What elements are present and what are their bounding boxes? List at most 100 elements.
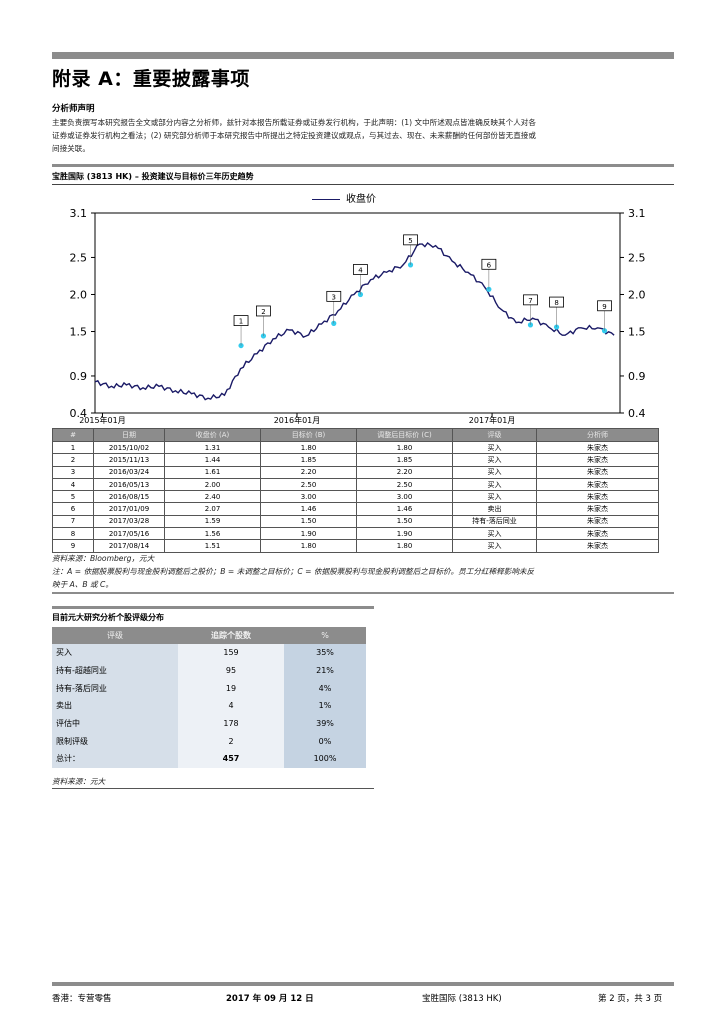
col-header: # — [52, 428, 94, 442]
table-cell: 35% — [284, 644, 366, 662]
distribution-rule — [52, 788, 374, 789]
rating-marker-label: 6 — [487, 261, 492, 269]
table-cell: 2017/03/28 — [93, 514, 165, 529]
table-cell: 2017/05/16 — [93, 527, 165, 541]
y-tick-label-right: 2.0 — [628, 288, 646, 301]
x-tick-label: 2017年01月 — [469, 415, 516, 425]
rating-distribution-table: 评级 追踪个股数 % 买入 159 35% 持有-超越同业 95 21% 持有-落后同业 19… — [52, 627, 366, 768]
table-row: 5 2016/08/15 2.40 3.00 3.00 买入 朱家杰 — [52, 490, 659, 504]
table-cell: 买入 — [452, 539, 537, 553]
table-cell: 1.80 — [356, 440, 453, 455]
table-cell: 评估中 — [52, 714, 178, 733]
table-cell: 限制评级 — [52, 732, 178, 751]
table-cell: 朱家杰 — [536, 453, 659, 467]
table-cell: 朱家杰 — [536, 440, 659, 455]
rating-marker-box — [326, 290, 342, 302]
table-cell: 朱家杰 — [536, 527, 659, 541]
table-cell: 1.56 — [164, 527, 261, 541]
total-row: 总计： 457 100% — [52, 750, 366, 768]
table-cell: 1.61 — [164, 465, 261, 479]
table-cell: 2 — [178, 732, 284, 751]
rating-marker-label: 2 — [261, 308, 265, 316]
table-cell: 4 — [52, 477, 94, 492]
table-cell: 2 — [52, 453, 94, 467]
y-tick-label-right: 1.5 — [628, 326, 646, 339]
table-row: 8 2017/05/16 1.56 1.90 1.90 买入 朱家杰 — [52, 527, 659, 541]
table-cell: 朱家杰 — [536, 502, 659, 516]
table-cell: 1.51 — [164, 539, 261, 553]
table-row: 卖出 4 1% — [52, 697, 366, 715]
table-row: 评估中 178 39% — [52, 714, 366, 733]
rating-marker-label: 3 — [332, 293, 336, 301]
rating-marker-box — [481, 258, 497, 270]
table-cell: 21% — [284, 661, 366, 680]
table-cell: 1.46 — [260, 502, 357, 516]
table-row: 持有-超越同业 95 21% — [52, 661, 366, 680]
table-row: 买入 159 35% — [52, 644, 366, 662]
col-header: 追踪个股数 — [178, 627, 284, 644]
footer-company: 宝胜国际 (3813 HK) — [422, 994, 502, 1004]
table-cell: 2017/08/14 — [93, 539, 165, 553]
table-cell: 2016/05/13 — [93, 477, 165, 492]
table-row: 1 2015/10/02 1.31 1.80 1.80 买入 朱家杰 — [52, 440, 659, 455]
y-tick-label-left: 2.5 — [70, 251, 88, 264]
y-tick-label-right: 0.9 — [628, 370, 646, 383]
price-chart: 3.1 3.12.5 2.52.0 2.01.5 1.50.9 0.90.4 0.42015… — [70, 207, 646, 425]
table-row: 4 2016/05/13 2.00 2.50 2.50 买入 朱家杰 — [52, 477, 659, 492]
table-cell: 2016/03/24 — [93, 465, 165, 479]
table-cell: 总计： — [52, 750, 178, 768]
table-cell: 朱家杰 — [536, 477, 659, 492]
table-header-row: # 日期 收盘价 (A) 目标价 (B) 调整后目标价 (C) 评级 分析师 — [52, 428, 659, 442]
table-cell: 457 — [178, 750, 284, 768]
plot-frame — [94, 212, 621, 414]
table-cell: 朱家杰 — [536, 465, 659, 479]
table-cell: 4 — [178, 697, 284, 715]
rating-marker-dot — [407, 262, 414, 268]
y-tick-label-left: 0.4 — [70, 407, 88, 420]
table-cell: 1.80 — [260, 539, 357, 553]
rating-marker-label: 1 — [239, 318, 243, 326]
table-cell: 卖出 — [452, 502, 537, 516]
table-cell: 朱家杰 — [536, 490, 659, 504]
rating-marker-label: 7 — [528, 297, 532, 305]
table-cell: 买入 — [52, 644, 178, 662]
table-header-row: 评级 追踪个股数 % — [52, 627, 366, 644]
y-tick-label-left: 0.9 — [70, 370, 88, 383]
table-cell: 2.40 — [164, 490, 261, 504]
table-cell: 5 — [52, 490, 94, 504]
rating-marker-label: 4 — [358, 266, 363, 274]
y-tick-label-right: 0.4 — [628, 407, 646, 420]
table-row: 2 2015/11/13 1.44 1.85 1.85 买入 朱家杰 — [52, 453, 659, 467]
table-cell: 4% — [284, 679, 366, 698]
distribution-source: 资料来源：元大 — [52, 777, 106, 786]
y-tick-label-left: 1.5 — [70, 326, 88, 339]
col-header: 收盘价 (A) — [164, 428, 261, 442]
table-cell: 7 — [52, 514, 94, 529]
table-cell: 买入 — [452, 527, 537, 541]
y-tick-label-left: 2.0 — [70, 288, 88, 301]
col-header: % — [284, 627, 366, 644]
history-note-1: 注：A = 依据股票股利与现金股利调整后之股价；B = 未调整之目标价；C = … — [52, 567, 535, 576]
table-cell: 95 — [178, 661, 284, 680]
section-rule — [52, 592, 674, 594]
series-line-close-price — [94, 242, 615, 401]
footer-date: 2017 年 09 月 12 日 — [226, 994, 314, 1004]
rating-marker-box — [597, 300, 612, 312]
table-cell: 3 — [52, 465, 94, 479]
table-cell: 买入 — [452, 453, 537, 467]
chart-legend: 收盘价 — [312, 190, 376, 205]
table-cell: 1% — [284, 697, 366, 715]
table-row: 9 2017/08/14 1.51 1.80 1.80 买入 朱家杰 — [52, 539, 659, 553]
table-cell: 1.90 — [260, 527, 357, 541]
col-header: 评级 — [452, 428, 537, 442]
table-cell: 1.46 — [356, 502, 453, 516]
table-cell: 1.50 — [356, 514, 453, 529]
col-header: 目标价 (B) — [260, 428, 357, 442]
table-cell: 持有-落后同业 — [52, 679, 178, 698]
rating-marker-label: 9 — [602, 303, 606, 311]
table-cell: 159 — [178, 644, 284, 662]
y-tick-label-left: 3.1 — [70, 207, 88, 220]
table-cell: 2.20 — [356, 465, 453, 479]
rating-marker-box — [549, 296, 564, 308]
analyst-heading: 分析师声明 — [52, 104, 95, 114]
